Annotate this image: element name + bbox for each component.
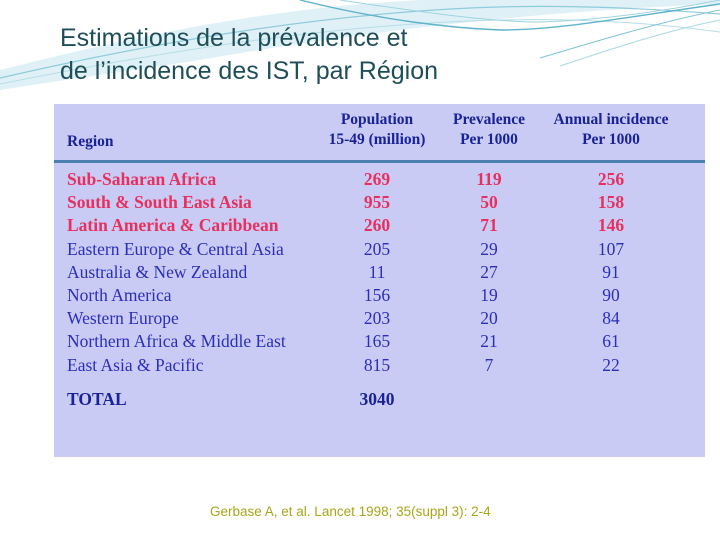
cell-population: 156: [363, 284, 391, 305]
cell-incidence: 158: [597, 192, 625, 213]
cell-region: North America: [67, 284, 172, 305]
slide-title-line-2: de l’incidence des IST, par Région: [60, 57, 439, 85]
header-incidence-line-1: Annual incidence: [553, 111, 669, 128]
table-header: Region Population 15-49 (million) Preval…: [54, 110, 705, 158]
table-body: Sub-Saharan Africa 269 119 256 South & S…: [54, 168, 705, 377]
cell-incidence: 256: [597, 169, 625, 189]
table-row: Western Europe 203 20 84: [54, 307, 705, 330]
table-row: Australia & New Zealand 11 27 91: [54, 261, 705, 284]
header-prevalence-line-2: Per 1000: [460, 131, 518, 148]
table-row: Northern Africa & Middle East 165 21 61: [54, 330, 705, 353]
cell-population: 203: [363, 308, 391, 329]
cell-region: East Asia & Pacific: [67, 354, 204, 375]
header-divider: [54, 160, 705, 163]
table-row: Sub-Saharan Africa 269 119 256: [54, 168, 705, 191]
cell-prevalence: 21: [480, 331, 498, 352]
cell-prevalence: 20: [480, 308, 498, 329]
cell-incidence: 91: [602, 261, 620, 282]
cell-prevalence: 27: [480, 261, 498, 282]
cell-incidence: 107: [597, 238, 625, 259]
cell-prevalence: 7: [484, 354, 494, 375]
total-population: 3040: [359, 389, 395, 409]
cell-population: 205: [363, 238, 391, 259]
cell-population: 11: [368, 261, 386, 282]
header-population-line-2: 15-49 (million): [328, 131, 426, 148]
cell-region: Western Europe: [67, 308, 179, 329]
sti-estimates-table: Region Population 15-49 (million) Preval…: [54, 104, 705, 457]
table-row: North America 156 19 90: [54, 284, 705, 307]
cell-region: Eastern Europe & Central Asia: [67, 238, 284, 259]
cell-incidence: 90: [602, 284, 620, 305]
cell-prevalence: 19: [480, 284, 498, 305]
cell-region: Australia & New Zealand: [67, 261, 248, 282]
cell-region: South & South East Asia: [67, 192, 252, 213]
cell-incidence: 61: [602, 331, 620, 352]
slide-title-line-1: Estimations de la prévalence et: [60, 24, 408, 52]
cell-population: 269: [363, 169, 391, 189]
table-row: East Asia & Pacific 815 7 22: [54, 354, 705, 377]
cell-incidence: 146: [597, 215, 625, 236]
table-row: South & South East Asia 955 50 158: [54, 191, 705, 214]
cell-region: Northern Africa & Middle East: [67, 331, 286, 352]
cell-region: Sub-Saharan Africa: [67, 169, 217, 189]
header-prevalence: Prevalence Per 1000: [439, 110, 539, 150]
total-row: TOTAL 3040: [54, 388, 705, 412]
header-incidence-line-2: Per 1000: [582, 131, 640, 148]
header-prevalence-line-1: Prevalence: [452, 111, 525, 128]
header-incidence: Annual incidence Per 1000: [546, 110, 676, 150]
slide-title: Estimations de la prévalence et de l’inc…: [60, 22, 438, 88]
table-row: Latin America & Caribbean 260 71 146: [54, 214, 705, 237]
cell-region: Latin America & Caribbean: [67, 215, 279, 236]
total-label: TOTAL: [67, 389, 127, 409]
cell-prevalence: 50: [480, 192, 498, 213]
table-row: Eastern Europe & Central Asia 205 29 107: [54, 238, 705, 261]
source-citation: Gerbase A, et al. Lancet 1998; 35(suppl …: [210, 504, 491, 519]
cell-population: 260: [363, 215, 391, 236]
cell-incidence: 22: [602, 354, 620, 375]
header-population-line-1: Population: [340, 111, 414, 128]
cell-prevalence: 29: [480, 238, 498, 259]
header-population: Population 15-49 (million): [302, 110, 452, 150]
cell-population: 815: [363, 354, 391, 375]
cell-prevalence: 71: [480, 215, 498, 236]
cell-incidence: 84: [602, 308, 620, 329]
header-region: Region: [67, 133, 114, 150]
cell-population: 955: [363, 192, 391, 213]
cell-population: 165: [363, 331, 391, 352]
cell-prevalence: 119: [476, 169, 502, 189]
